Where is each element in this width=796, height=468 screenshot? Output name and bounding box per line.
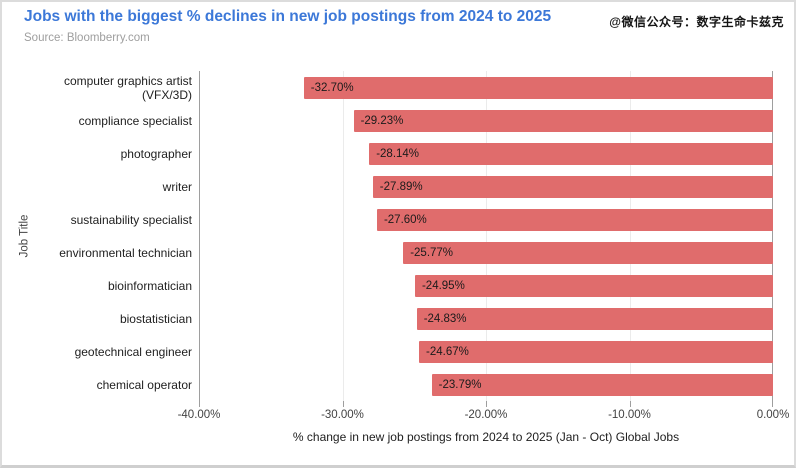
watermark-text: @微信公众号：数字生命卡兹克	[609, 15, 784, 29]
bar-row: -23.79%	[199, 368, 773, 401]
bar-value-label: -24.83%	[423, 312, 467, 325]
bar-row: -24.67%	[199, 335, 773, 368]
x-tick--20	[486, 401, 487, 407]
y-axis-title: Job Title	[9, 71, 39, 401]
bar-row: -28.14%	[199, 137, 773, 170]
bar-value-label: -24.95%	[421, 279, 465, 292]
gridline-0	[772, 71, 773, 401]
bar-value-label: -24.67%	[426, 345, 469, 358]
bar-10: -23.79%	[431, 373, 773, 396]
category-label: biostatistician	[119, 311, 192, 326]
gridline--10	[629, 71, 631, 401]
x-axis-title: % change in new job postings from 2024 t…	[292, 430, 680, 444]
bar-value-label: -27.89%	[379, 180, 423, 193]
x-tick--10	[629, 401, 631, 407]
plot-area: -40.00% -30.00% -20.00% -10.00% 0.00% -32.70%…	[178, 71, 789, 421]
x-tick--40	[199, 401, 200, 407]
category-label: geotechnical engineer	[74, 344, 192, 359]
gridline--30	[342, 71, 344, 401]
gridline--40	[199, 71, 200, 401]
bar-row: -25.77%	[199, 236, 773, 269]
bar-value-label: -28.14%	[376, 147, 420, 160]
category-label: computer graphics artist (VFX/3D)	[63, 73, 192, 102]
bar-row: -27.60%	[199, 203, 773, 236]
source-label: Source: Bloomberry.com	[24, 32, 150, 44]
category-label: compliance specialist	[78, 113, 192, 128]
chart-title: Jobs with the biggest % declines in new …	[24, 8, 552, 25]
bar-6: -25.77%	[403, 241, 773, 264]
category-label: photographer	[120, 146, 192, 161]
bar-value-label: -27.60%	[383, 213, 427, 226]
x-tick-label--30: -30.00%	[321, 409, 364, 421]
x-tick-label--40: -40.00%	[177, 409, 221, 421]
x-tick--30	[342, 401, 344, 407]
bar-9: -24.67%	[419, 340, 773, 363]
x-tick-label--20: -20.00%	[464, 409, 508, 421]
y-axis-title-text: Job Title	[18, 214, 31, 258]
bar-7: -24.95%	[414, 274, 773, 297]
bar-4: -27.89%	[372, 175, 773, 198]
category-label: bioinformatician	[107, 278, 192, 293]
bar-2: -29.23%	[353, 109, 773, 132]
category-label: environmental technician	[59, 245, 192, 260]
x-tick-label--10: -10.00%	[608, 409, 651, 421]
bar-row: -24.83%	[199, 302, 773, 335]
bar-value-label: -29.23%	[360, 114, 404, 127]
x-tick-0	[772, 401, 773, 407]
x-tick-label-0: 0.00%	[756, 409, 790, 421]
bar-value-label: -25.77%	[410, 246, 454, 259]
category-label: sustainability specialist	[70, 212, 192, 227]
bar-row: -24.95%	[199, 269, 773, 302]
bar-5: -27.60%	[376, 208, 773, 231]
bar-1: -32.70%	[303, 76, 773, 99]
category-label: chemical operator	[96, 377, 192, 392]
bar-value-label: -23.79%	[438, 378, 482, 391]
bar-row: -29.23%	[199, 104, 773, 137]
category-label: writer	[162, 179, 192, 194]
gridline--20	[486, 71, 487, 401]
category-labels-column: computer graphics artist (VFX/3D) complia…	[40, 71, 192, 401]
bar-value-label: -32.70%	[310, 81, 354, 94]
bar-8: -24.83%	[416, 307, 773, 330]
bar-row: -32.70%	[199, 71, 773, 104]
bar-3: -28.14%	[369, 142, 773, 165]
bar-row: -27.89%	[199, 170, 773, 203]
